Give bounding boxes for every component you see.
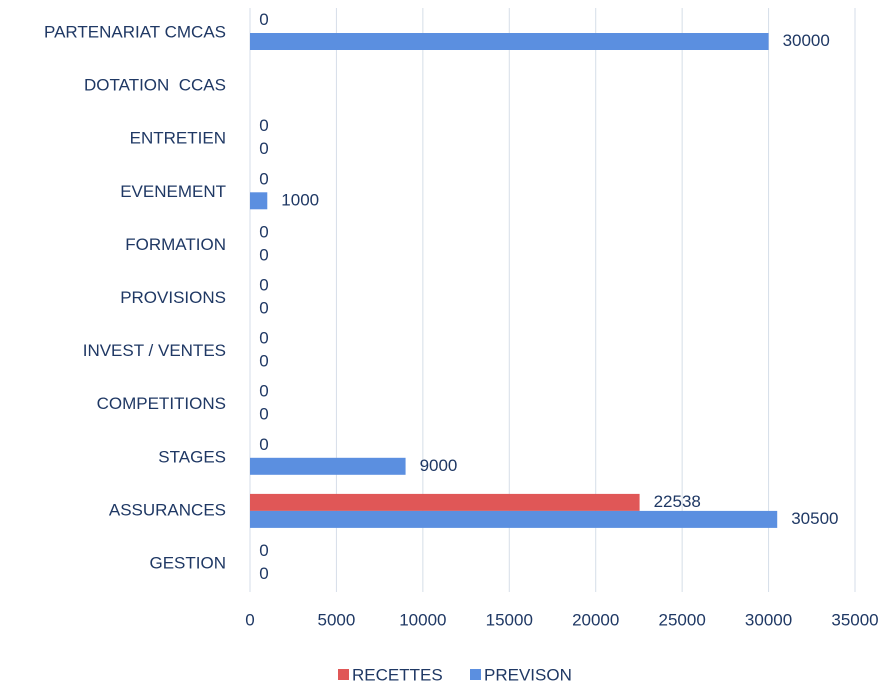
y-tick-label: EVENEMENT — [120, 182, 226, 201]
x-tick-label: 35000 — [831, 610, 878, 629]
y-tick-label: PARTENARIAT CMCAS — [44, 22, 226, 41]
bar — [250, 192, 268, 210]
y-tick-label: INVEST / VENTES — [83, 341, 226, 360]
data-label: 0 — [259, 405, 268, 424]
bar — [250, 493, 640, 511]
data-label: 0 — [259, 352, 268, 371]
data-label: 0 — [259, 541, 268, 560]
data-label: 0 — [259, 435, 268, 454]
bar — [250, 510, 778, 528]
legend-label: RECETTES — [352, 665, 443, 684]
y-tick-label: ASSURANCES — [109, 500, 226, 519]
y-tick-label: GESTION — [149, 553, 226, 572]
x-tick-label: 15000 — [486, 610, 533, 629]
y-tick-label: COMPETITIONS — [97, 394, 226, 413]
legend-swatch — [470, 669, 481, 680]
data-label: 0 — [259, 10, 268, 29]
data-label: 0 — [259, 116, 268, 135]
data-label: 22538 — [654, 492, 701, 511]
y-tick-label: STAGES — [158, 447, 226, 466]
x-tick-label: 20000 — [572, 610, 619, 629]
data-label: 9000 — [420, 456, 458, 475]
y-tick-label: FORMATION — [125, 235, 226, 254]
x-tick-label: 0 — [245, 610, 254, 629]
legend-swatch — [338, 669, 349, 680]
legend-label: PREVISON — [484, 665, 572, 684]
x-tick-label: 10000 — [399, 610, 446, 629]
x-tick-label: 30000 — [745, 610, 792, 629]
bar — [250, 33, 769, 50]
data-label: 0 — [259, 169, 268, 188]
data-label: 0 — [259, 275, 268, 294]
data-label: 30000 — [783, 31, 830, 50]
data-label: 0 — [259, 222, 268, 241]
bar — [250, 457, 406, 475]
data-label: 0 — [259, 564, 268, 583]
data-label: 1000 — [281, 190, 319, 209]
data-label: 0 — [259, 329, 268, 348]
data-label: 0 — [259, 139, 268, 158]
y-tick-label: DOTATION CCAS — [84, 76, 226, 95]
x-tick-label: 25000 — [659, 610, 706, 629]
x-tick-label: 5000 — [318, 610, 356, 629]
data-label: 30500 — [791, 509, 838, 528]
data-label: 0 — [259, 298, 268, 317]
y-tick-label: ENTRETIEN — [130, 129, 226, 148]
y-tick-label: PROVISIONS — [120, 288, 226, 307]
data-label: 0 — [259, 245, 268, 264]
data-label: 0 — [259, 382, 268, 401]
